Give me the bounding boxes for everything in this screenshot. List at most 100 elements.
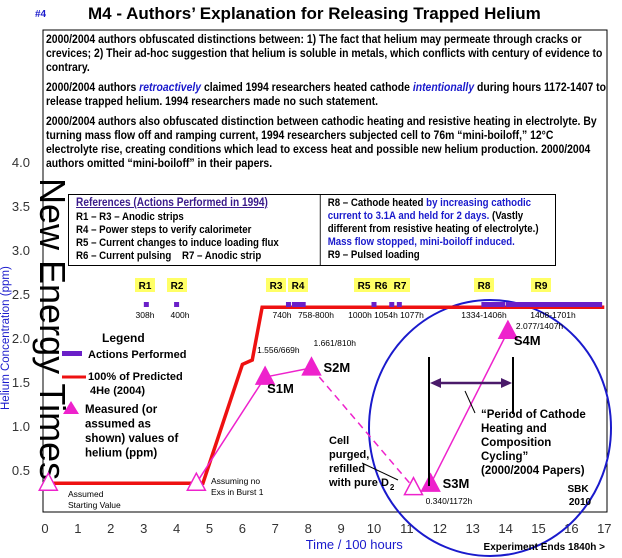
reference-label-bg [354, 278, 374, 292]
point-note: Assuming no [211, 476, 260, 486]
period-annotation: Heating and [481, 423, 547, 435]
p2-text: during hours 1172-1407 to release trappe… [46, 80, 607, 108]
action-bar [371, 302, 377, 307]
action-time-label: 1334-1406h [461, 310, 507, 320]
r8-text: (Vastly different from resistive heating… [327, 210, 539, 235]
measured-point-marker [497, 319, 519, 339]
reference-label-bg [167, 278, 187, 292]
y-tick-label: 4.0 [12, 155, 30, 170]
r8-text: R8 – Cathode heated [327, 197, 427, 209]
x-axis-label: Time / 100 hours [306, 537, 404, 552]
point-name-label: S3M [443, 476, 470, 491]
references-right: R8 – Cathode heated by increasing cathod… [321, 195, 555, 265]
references-heading: References (Actions Performed in 1994) [76, 197, 268, 209]
action-time-label: 740h [273, 310, 292, 320]
point-note: Exs in Burst 1 [211, 487, 264, 497]
credit-text: SBK [567, 484, 589, 495]
legend-entry: helium (ppm) [85, 448, 157, 460]
p2-text: 2000/2004 authors [46, 80, 140, 94]
x-tick-label: 13 [465, 521, 479, 536]
legend-entry: 100% of Predicted [88, 371, 183, 383]
y-tick-label: 1.0 [12, 419, 30, 434]
x-tick-label: 15 [531, 521, 545, 536]
legend-entry: shown) values of [85, 433, 178, 445]
x-tick-label: 11 [400, 521, 414, 536]
reference-label: R4 [292, 281, 305, 292]
point-value-label: 1.556/669h [257, 345, 300, 355]
reference-label: R2 [171, 281, 184, 292]
point-name-label: S1M [267, 381, 294, 396]
y-tick-label: 1.5 [12, 375, 30, 390]
period-pointer [464, 390, 476, 414]
point-note: Assumed [68, 489, 104, 499]
action-bar [174, 302, 180, 307]
p2-emphasis: intentionally [412, 80, 475, 94]
reference-label: R8 [478, 281, 491, 292]
y-tick-label: 2.0 [12, 331, 30, 346]
reference-label-bg [531, 278, 551, 292]
point-note: Starting Value [68, 500, 121, 510]
period-annotation: Composition [481, 437, 551, 449]
slide-number: #4 [35, 9, 47, 20]
reference-item: R4 – Power steps to verify calorimeter [76, 224, 252, 236]
period-annotation: Cycling” [481, 451, 528, 463]
measured-point-marker [38, 471, 59, 491]
paragraph-2: 2000/2004 authors retroactively claimed … [46, 80, 606, 108]
measured-point-marker [301, 356, 322, 376]
r8-text-blue: by increasing cathodic current to 3.1A a… [327, 197, 532, 222]
action-bar [505, 302, 603, 307]
highlight-circle [368, 299, 612, 557]
references-content: References (Actions Performed in 1994) R… [69, 195, 555, 265]
x-tick-label: 8 [305, 521, 312, 536]
reference-label-bg [371, 278, 391, 292]
experiment-end-note: Experiment Ends 1840h > [484, 542, 606, 553]
action-bar [291, 302, 306, 307]
legend-title: Legend [102, 331, 145, 345]
action-time-label: 1408-1701h [530, 310, 576, 320]
y-tick-label: 0.5 [12, 463, 30, 478]
credit-text: 2010 [569, 497, 592, 508]
legend-entry: assumed as [85, 419, 151, 431]
y-tick-label: 3.5 [12, 199, 30, 214]
point-name-label: S4M [514, 333, 541, 348]
legend-measured-swatch [63, 401, 79, 414]
purge-arrow [361, 462, 399, 481]
explanation-paragraphs: 2000/2004 authors obfuscated distinction… [46, 32, 606, 176]
reference-label: R7 [394, 281, 407, 292]
x-tick-label: 0 [41, 521, 48, 536]
paragraph-3: 2000/2004 authors also obfuscated distin… [46, 114, 597, 170]
legend-entry: Measured (or [85, 404, 158, 416]
purge-annotation: Cell [329, 435, 349, 447]
references-box: References (Actions Performed in 1994) R… [68, 194, 556, 266]
action-time-label: 308h [136, 310, 155, 320]
reference-label: R9 [535, 281, 548, 292]
x-tick-label: 2 [107, 521, 114, 536]
measured-line [429, 330, 509, 485]
reference-item: R1 – R3 – Anodic strips [76, 211, 184, 223]
point-name-label: S2M [323, 360, 350, 375]
reference-item: R5 – Current changes to induce loading f… [76, 237, 279, 249]
action-time-label: 758-800h [298, 310, 334, 320]
purge-subscript: 2 [390, 483, 395, 492]
action-bar [285, 302, 291, 307]
action-time-label: 1054h [374, 310, 398, 320]
reference-r8: R8 – Cathode heated by increasing cathod… [328, 197, 548, 249]
p2-emphasis: retroactively [139, 80, 202, 94]
predicted-helium-line [45, 305, 605, 485]
watermark-text: New Energy Times [32, 178, 73, 480]
x-tick-label: 14 [498, 521, 512, 536]
slide-title: M4 - Authors’ Explanation for Releasing … [88, 4, 541, 23]
arrow-head-left [430, 378, 441, 388]
purge-annotation: purged, [329, 449, 369, 461]
x-tick-label: 10 [367, 521, 381, 536]
point-value-label: 0.340/1172h [426, 496, 473, 506]
plot-frame [42, 29, 608, 513]
y-tick-label: 3.0 [12, 243, 30, 258]
x-tick-label: 3 [140, 521, 147, 536]
point-value-label: 2.077/1407h [516, 321, 564, 331]
action-time-label: 1077h [400, 310, 424, 320]
legend-actions-swatch [62, 351, 82, 356]
point-value-label: 1.661/810h [313, 338, 356, 348]
x-tick-label: 7 [272, 521, 279, 536]
action-bar [389, 302, 395, 307]
